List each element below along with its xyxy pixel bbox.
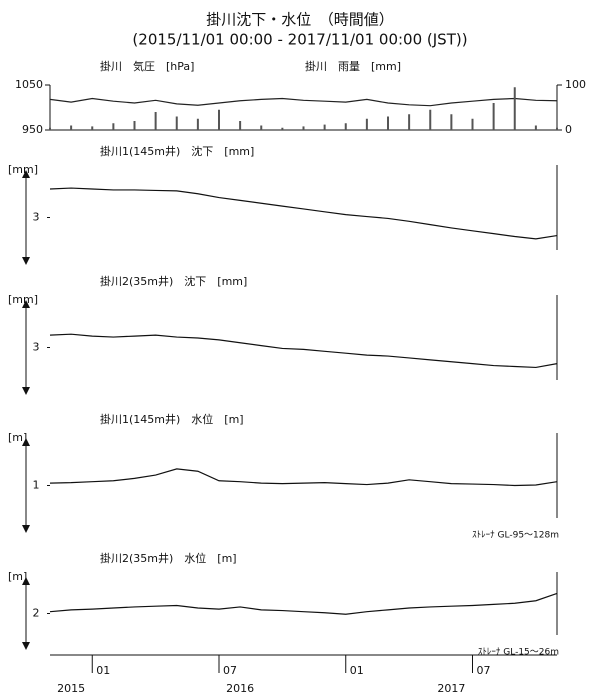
line: [49, 333, 558, 369]
bar: [344, 123, 347, 130]
y-axis-label: [mm]: [8, 163, 38, 176]
bar: [112, 123, 115, 130]
bar: [218, 109, 220, 130]
year-label: 2015: [57, 682, 85, 695]
bar: [91, 126, 94, 130]
panel-title: 掛川2(35m井) 沈下 [mm]: [100, 274, 247, 288]
bar: [450, 114, 453, 130]
bar: [239, 121, 242, 130]
x-tick-label: 01: [96, 664, 110, 677]
bar: [281, 127, 284, 130]
note: ｽﾄﾚｰﾅ GL-15〜26m: [478, 647, 559, 658]
chart-title: 掛川沈下・水位 （時間値）: [206, 11, 394, 29]
bar: [471, 118, 474, 130]
chart-subtitle: (2015/11/01 00:00 - 2017/11/01 00:00 (JS…: [132, 31, 467, 49]
y-tick-label: 3: [33, 341, 40, 354]
year-label: 2017: [437, 682, 465, 695]
bar: [408, 114, 411, 130]
note: ｽﾄﾚｰﾅ GL-95〜128m: [472, 530, 559, 541]
bar: [513, 87, 516, 130]
bar: [302, 126, 305, 130]
y-axis-label: [mm]: [8, 293, 38, 306]
bar: [49, 127, 51, 130]
y2-tick-label: 100: [565, 78, 586, 91]
panel-title: 掛川2(35m井) 水位 [m]: [100, 551, 237, 565]
panel-title: 掛川1(145m井) 沈下 [mm]: [100, 144, 254, 158]
bar: [387, 116, 389, 130]
bar: [323, 124, 326, 130]
line: [49, 187, 558, 240]
line: [49, 97, 558, 107]
bar: [534, 125, 537, 130]
bar: [492, 103, 495, 130]
legend-label: 掛川 気圧 [hPa]: [100, 59, 194, 73]
line: [49, 468, 558, 487]
bar: [70, 125, 73, 130]
legend-label: 掛川 雨量 [mm]: [305, 59, 401, 73]
x-tick-label: 01: [350, 664, 364, 677]
y2-tick-label: 0: [565, 123, 572, 136]
bar: [175, 116, 178, 130]
x-tick-label: 07: [477, 664, 491, 677]
bar: [365, 118, 368, 130]
x-tick-label: 07: [223, 664, 237, 677]
bar: [429, 109, 432, 130]
y-tick-label: 1: [33, 479, 40, 492]
y-tick-label: 3: [33, 211, 40, 224]
bar: [154, 112, 157, 130]
y-axis-label: [m]: [8, 431, 27, 444]
bar: [556, 127, 558, 130]
bar: [133, 121, 136, 130]
line: [49, 592, 558, 615]
y-tick-label: 2: [33, 607, 40, 620]
bar: [196, 118, 199, 130]
bar: [260, 125, 263, 130]
y-axis-label: [m]: [8, 570, 27, 583]
y-tick-label: 1050: [15, 78, 43, 91]
panel-title: 掛川1(145m井) 水位 [m]: [100, 412, 244, 426]
year-label: 2016: [226, 682, 254, 695]
y-tick-label: 950: [22, 123, 43, 136]
